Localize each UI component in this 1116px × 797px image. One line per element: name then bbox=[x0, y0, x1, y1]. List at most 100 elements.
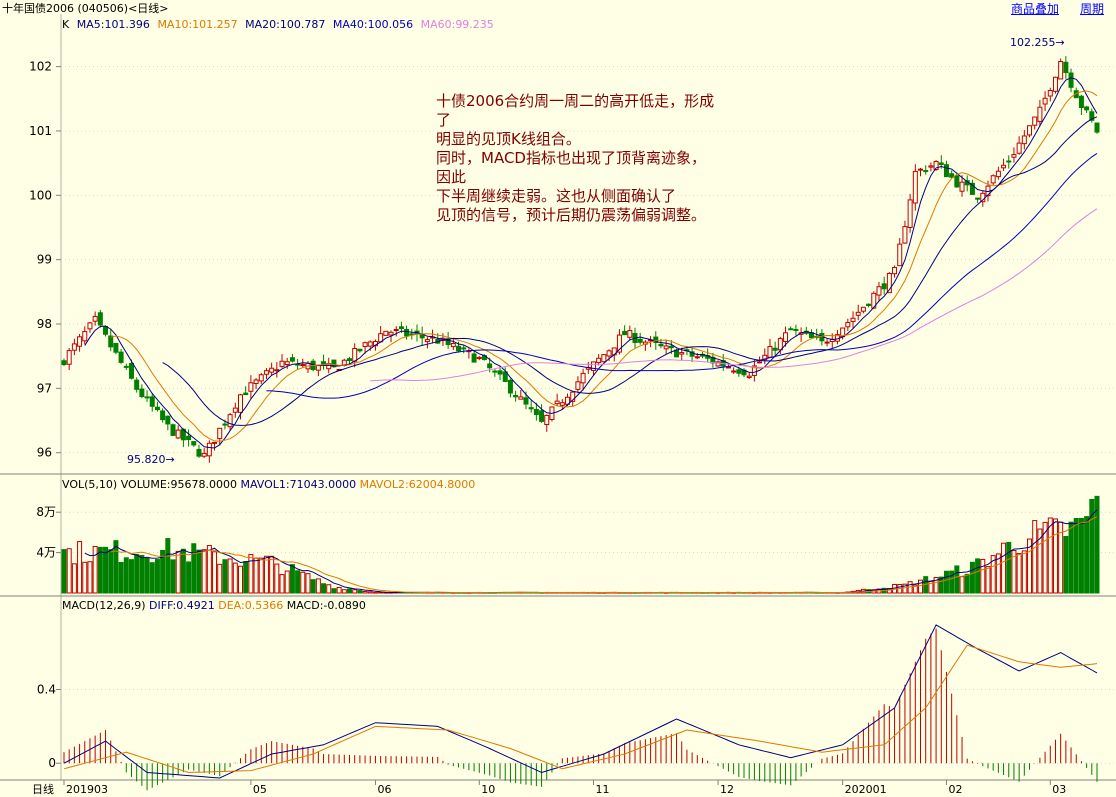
candle-body bbox=[1047, 89, 1053, 97]
candle-body bbox=[679, 352, 685, 355]
volume-bar bbox=[97, 546, 103, 594]
volume-bar bbox=[1084, 516, 1090, 594]
candle-body bbox=[725, 366, 731, 369]
vol-legend: VOL(5,10) VOLUME:95678.0000 MAVOL1:71043… bbox=[62, 478, 475, 491]
volume-bar bbox=[295, 570, 301, 594]
x-tick-label: 03 bbox=[1052, 783, 1066, 795]
candle-body bbox=[933, 160, 939, 170]
candle-body bbox=[746, 375, 752, 378]
candle-body bbox=[103, 325, 109, 335]
volume-bar bbox=[1032, 520, 1038, 594]
mavol-line-10 bbox=[110, 516, 1098, 594]
volume-bar bbox=[263, 555, 269, 594]
candles bbox=[61, 56, 1100, 463]
volume-bar bbox=[227, 558, 233, 594]
candle-body bbox=[398, 326, 404, 330]
candle-body bbox=[596, 357, 602, 364]
candle-body bbox=[777, 338, 783, 351]
volume-bar bbox=[139, 554, 145, 594]
volume-bar bbox=[305, 573, 311, 594]
volume-bar bbox=[82, 561, 88, 594]
candle-body bbox=[502, 371, 508, 382]
volume-bar bbox=[232, 562, 238, 594]
candle-body bbox=[731, 370, 737, 373]
volume-bar bbox=[77, 541, 83, 594]
candle-body bbox=[1042, 97, 1048, 105]
candle-body bbox=[139, 388, 145, 398]
ma-line-60 bbox=[370, 208, 1098, 382]
volume-bar bbox=[357, 590, 363, 594]
volume-bar bbox=[985, 566, 991, 594]
candle-body bbox=[1068, 72, 1074, 88]
candle-body bbox=[668, 345, 674, 349]
volume-bar bbox=[180, 548, 186, 594]
candle-body bbox=[461, 347, 467, 350]
candle-body bbox=[497, 370, 503, 375]
low-price-label: 95.820→ bbox=[127, 453, 175, 466]
volume-bar bbox=[217, 563, 223, 594]
candle-body bbox=[918, 168, 924, 171]
candle-body bbox=[601, 354, 607, 363]
x-tick-label: 06 bbox=[377, 783, 391, 795]
annotation-line: 下半周继续走弱。这也从侧面确认了 bbox=[436, 187, 677, 205]
candle-body bbox=[284, 361, 290, 366]
candle-body bbox=[144, 396, 150, 399]
annotation-line: 因此 bbox=[436, 168, 467, 186]
volume-bar bbox=[1068, 521, 1074, 594]
candle-body bbox=[232, 407, 238, 413]
candle-body bbox=[954, 175, 960, 188]
annotation-line: 十债2006合约周一周二的高开低走，形成 bbox=[436, 92, 715, 110]
candle-body bbox=[845, 322, 851, 328]
volume-bar bbox=[949, 570, 955, 594]
volume-bar bbox=[347, 588, 353, 594]
candle-body bbox=[258, 374, 264, 382]
candle-body bbox=[331, 359, 337, 368]
candle-body bbox=[424, 339, 430, 343]
candle-body bbox=[902, 226, 908, 244]
candle-body bbox=[87, 322, 93, 330]
volume-bar bbox=[938, 576, 944, 594]
diff-value: DIFF:0.4921 bbox=[149, 599, 215, 612]
candle-body bbox=[248, 382, 254, 392]
candle-body bbox=[995, 170, 1001, 178]
candle-body bbox=[165, 415, 171, 425]
volume-bar bbox=[284, 570, 290, 594]
candle-body bbox=[97, 312, 103, 326]
volume-tick-label: 4万 bbox=[36, 546, 56, 560]
candle-body bbox=[77, 336, 83, 347]
candle-body bbox=[990, 175, 996, 184]
candle-body bbox=[824, 341, 830, 344]
volume-bar bbox=[1037, 528, 1043, 594]
candle-body bbox=[762, 354, 768, 361]
volume-bar bbox=[212, 551, 218, 594]
candle-body bbox=[855, 311, 861, 316]
volume-bar bbox=[118, 561, 124, 594]
candle-body bbox=[1052, 76, 1058, 92]
volume-bar bbox=[362, 590, 368, 594]
candle-body bbox=[570, 391, 576, 402]
annotation-line: 明显的见顶K线组合。 bbox=[436, 130, 581, 148]
period-link[interactable]: 周期 bbox=[1080, 2, 1105, 16]
candle-body bbox=[61, 360, 67, 366]
candle-body bbox=[622, 330, 628, 336]
volume-bar bbox=[372, 592, 378, 594]
volume-bar bbox=[1073, 517, 1079, 594]
volume-bar bbox=[933, 576, 939, 594]
candle-body bbox=[66, 350, 72, 365]
candle-body bbox=[938, 162, 944, 165]
candle-body bbox=[357, 348, 363, 352]
candle-body bbox=[653, 336, 659, 343]
macd-series bbox=[63, 624, 1098, 791]
volume-bar bbox=[969, 561, 975, 594]
candle-body bbox=[217, 427, 223, 440]
candle-body bbox=[907, 199, 913, 228]
candle-body bbox=[1027, 125, 1033, 136]
volume-bar bbox=[113, 540, 119, 594]
volume-bar bbox=[206, 545, 212, 594]
candle-body bbox=[196, 448, 202, 457]
volume-value: VOLUME:95678.0000 bbox=[120, 478, 237, 491]
overlay-link[interactable]: 商品叠加 bbox=[1011, 2, 1060, 16]
volume-bar bbox=[975, 558, 981, 594]
candle-body bbox=[533, 408, 539, 416]
candle-body bbox=[92, 315, 98, 322]
